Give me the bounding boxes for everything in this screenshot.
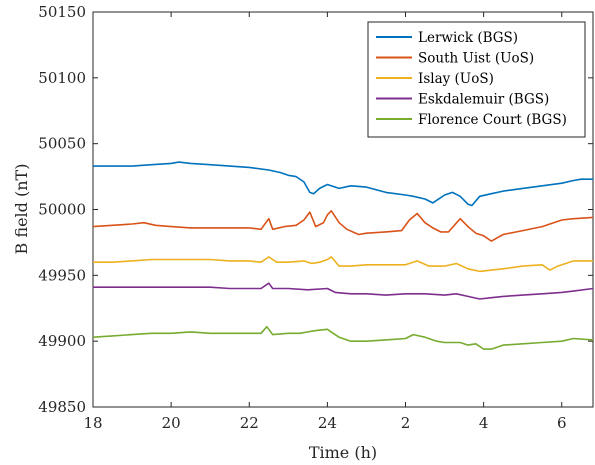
series-line-4 bbox=[92, 325, 594, 350]
x-tick-label: 4 bbox=[479, 414, 489, 432]
series-lines bbox=[92, 161, 594, 350]
legend-label: South Uist (UoS) bbox=[418, 51, 534, 67]
y-tick-label: 49950 bbox=[38, 266, 86, 284]
x-tick-label: 2 bbox=[401, 414, 411, 432]
y-tick-label: 49850 bbox=[38, 398, 86, 416]
series-line-2 bbox=[93, 256, 593, 273]
legend-label: Lerwick (BGS) bbox=[418, 30, 518, 46]
y-tick-label: 50000 bbox=[38, 201, 86, 219]
y-tick-label: 49900 bbox=[38, 332, 86, 350]
series-line-0 bbox=[93, 161, 593, 207]
x-axis-title: Time (h) bbox=[309, 443, 377, 462]
x-axis: 18 20 22 24 2 4 6 bbox=[83, 12, 567, 432]
y-axis: 49850 49900 49950 50000 50050 50100 50150 bbox=[38, 3, 593, 416]
x-tick-label: 18 bbox=[83, 414, 102, 432]
legend-label: Florence Court (BGS) bbox=[418, 112, 567, 128]
x-tick-label: 6 bbox=[557, 414, 567, 432]
y-tick-label: 50150 bbox=[38, 3, 86, 21]
y-tick-label: 50100 bbox=[38, 69, 86, 87]
y-tick-label: 50050 bbox=[38, 135, 86, 153]
legend: Lerwick (BGS) South Uist (UoS) Islay (UoS)… bbox=[367, 21, 586, 138]
x-tick-label: 24 bbox=[318, 414, 337, 432]
y-axis-title: B field (nT) bbox=[12, 164, 31, 255]
legend-label: Eskdalemuir (BGS) bbox=[418, 92, 549, 108]
series-line-1 bbox=[92, 210, 594, 242]
x-tick-label: 20 bbox=[162, 414, 181, 432]
x-tick-label: 22 bbox=[240, 414, 259, 432]
series-line-3 bbox=[93, 282, 594, 300]
legend-label: Islay (UoS) bbox=[418, 71, 494, 87]
legend-box bbox=[367, 21, 586, 138]
